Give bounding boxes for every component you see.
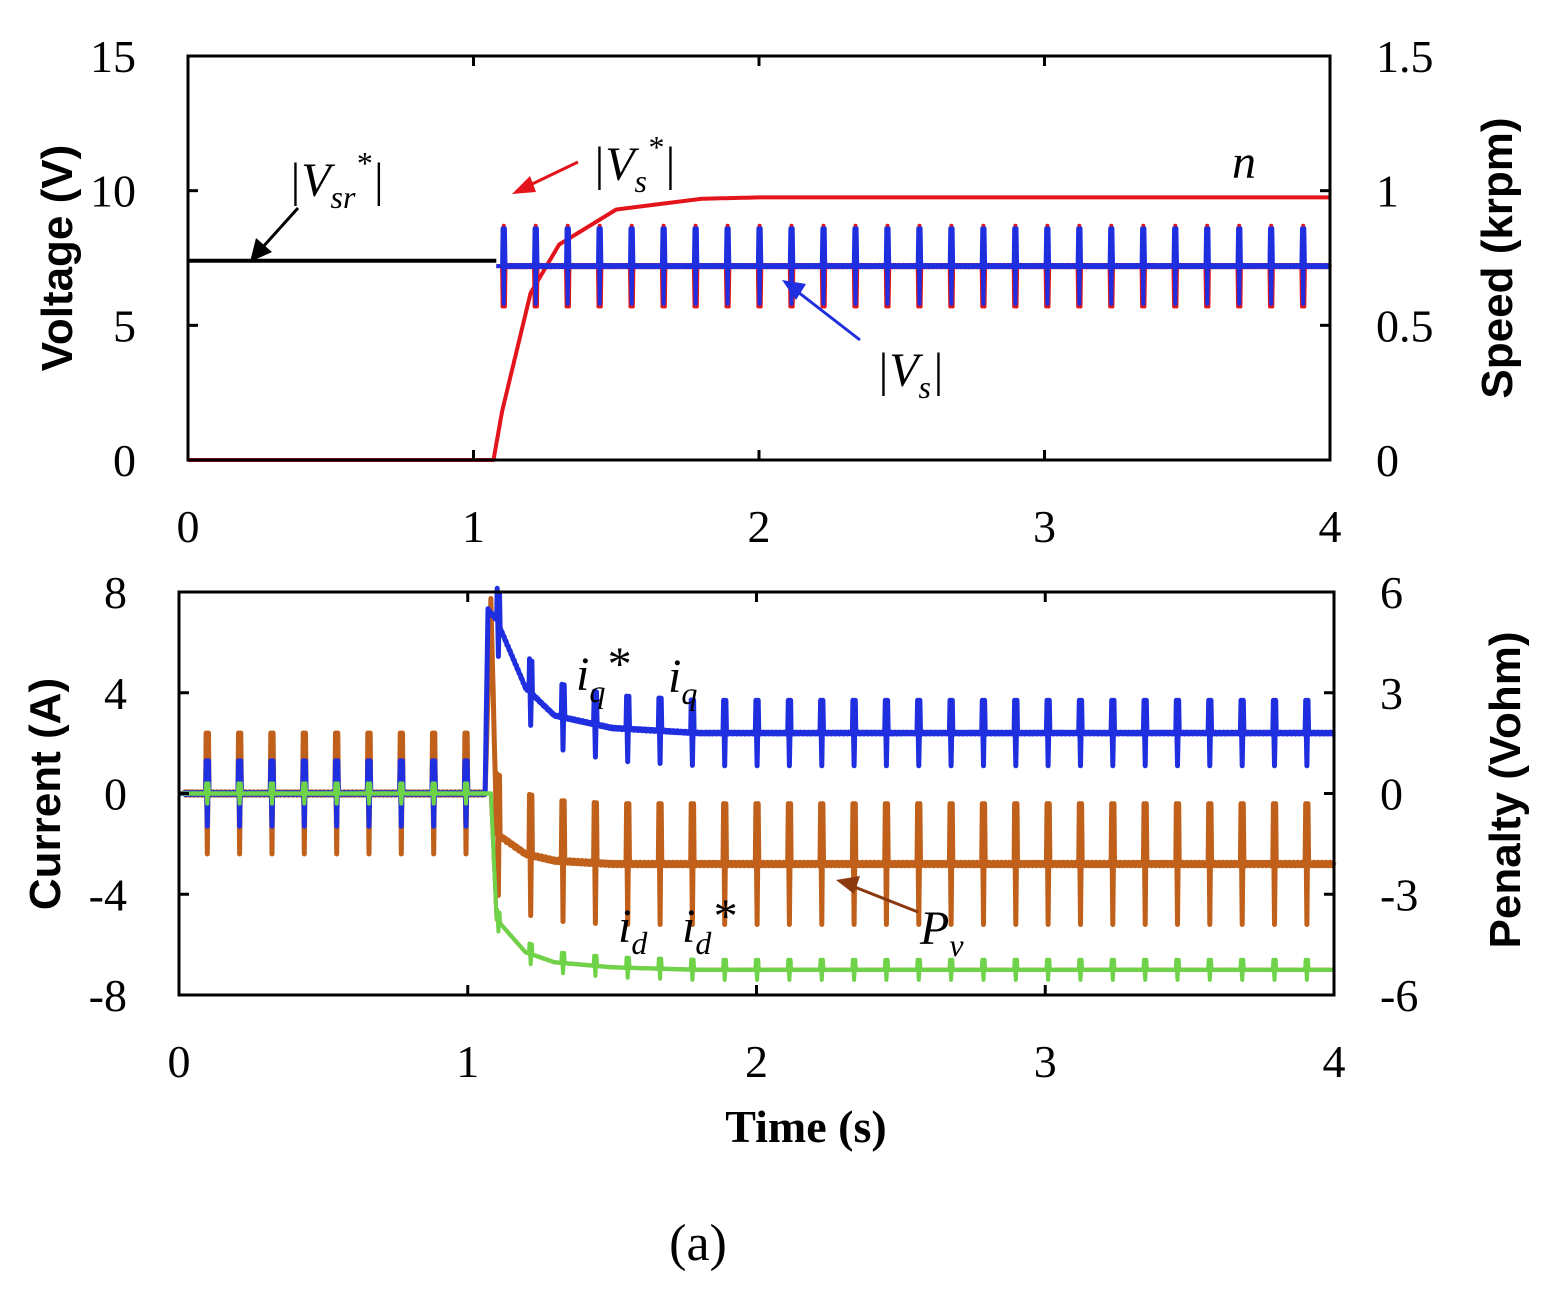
annotation-n: n [1232,136,1256,189]
bottom-traces [177,585,1337,982]
bottom-ytick-left-1-label: -4 [89,869,127,920]
annotation-pv: Pv [836,876,964,963]
annotation-id-star: id* [682,890,735,961]
top-ytick-left-3-label: 15 [90,31,136,82]
annotation-vsr-star: |Vsr*| [250,145,385,262]
series-iq--line [177,585,1336,829]
svg-text:Pv: Pv [919,902,964,963]
annotation-vs: |Vs| [782,280,944,405]
bottom-xtick-0-label: 0 [168,1036,191,1087]
bottom-ytick-left-4-label: 8 [104,567,127,618]
bottom-ticks: 0 1 2 3 4 -8 -4 0 4 8 -6 -3 0 3 6 [89,567,1419,1087]
bottom-ylabel-left: Current (A) [21,678,70,910]
bottom-ytick-right-4-label: 6 [1380,567,1403,618]
annotation-vs-star: |Vs*| [512,129,676,199]
top-xtick-3-label: 3 [1033,501,1056,552]
bottom-xtick-4-label: 4 [1323,1036,1346,1087]
annotation-id: id [618,900,648,961]
bottom-xtick-2-label: 2 [745,1036,768,1087]
annotation-iq-star: iq* [576,638,629,709]
bottom-ytick-right-1-label: -3 [1380,869,1418,920]
top-xtick-0-label: 0 [177,501,200,552]
top-xtick-4-label: 4 [1319,501,1342,552]
series-id--line [177,781,1336,982]
top-ytick-left-2-label: 10 [90,166,136,217]
bottom-ytick-right-0-label: -6 [1380,970,1418,1021]
bottom-ytick-left-0-label: -8 [89,970,127,1021]
top-traces [186,195,1332,462]
top-ytick-right-2-label: 1 [1376,166,1399,217]
top-ytick-right-3-label: 1.5 [1376,31,1434,82]
top-ytick-right-1-label: 0.5 [1376,300,1434,351]
top-xtick-1-label: 1 [462,501,485,552]
bottom-ytick-right-3-label: 3 [1380,668,1403,719]
figure-caption: (a) [669,1215,727,1272]
bottom-xlabel: Time (s) [725,1101,886,1152]
svg-text:|Vs*|: |Vs*| [592,129,676,199]
top-ylabel-left: Voltage (V) [33,145,82,372]
svg-text:|Vs|: |Vs| [876,344,944,405]
top-ylabel-right: Speed (krpm) [1473,117,1522,398]
svg-text:|Vsr*|: |Vsr*| [288,145,385,215]
top-xtick-2-label: 2 [748,501,771,552]
bottom-ytick-left-3-label: 4 [104,668,127,719]
top-ytick-left-0-label: 0 [113,435,136,486]
bottom-ytick-left-2-label: 0 [104,769,127,820]
top-ytick-left-1-label: 5 [113,300,136,351]
top-ytick-right-0-label: 0 [1376,435,1399,486]
series--vs--line [494,226,1332,306]
bottom-ytick-right-2-label: 0 [1380,769,1403,820]
annotation-iq: iq [668,650,697,711]
bottom-panel: 0 1 2 3 4 -8 -4 0 4 8 -6 -3 0 3 6 Current (A) Penalty … [21,567,1530,1152]
bottom-xtick-3-label: 3 [1034,1036,1057,1087]
bottom-xtick-1-label: 1 [456,1036,479,1087]
bottom-ylabel-right: Penalty (Vohm) [1481,631,1530,948]
